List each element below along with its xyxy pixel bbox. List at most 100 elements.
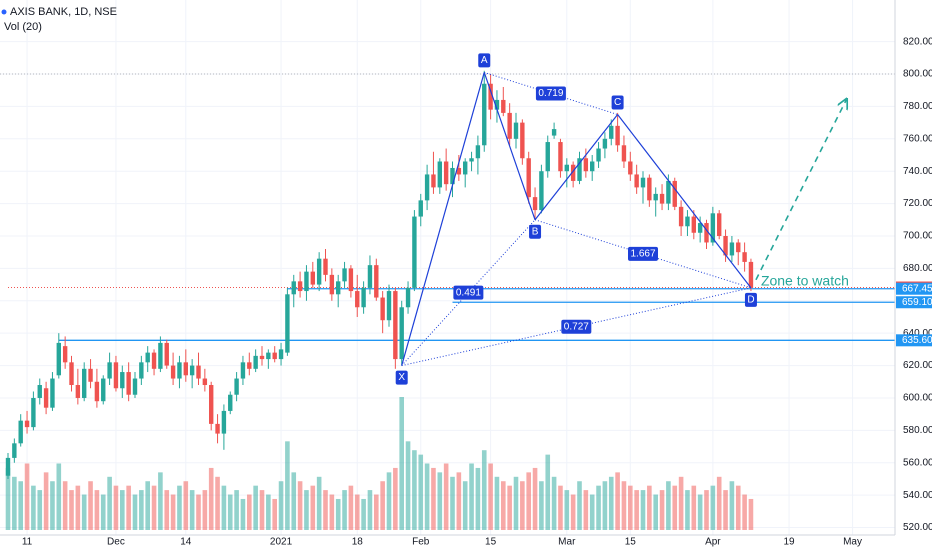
volume-bar [75, 485, 81, 530]
volume-bar [615, 472, 620, 530]
volume-bar [564, 490, 570, 530]
ratio-box [535, 86, 566, 101]
candle-body [437, 161, 442, 188]
volume-bar [202, 490, 208, 530]
volume-bar [145, 481, 150, 530]
volume-bar [335, 498, 341, 530]
candle-body [539, 171, 544, 211]
candle-body [69, 362, 74, 386]
candle-body [386, 291, 392, 321]
level-label: 667.45 [902, 283, 932, 294]
candle-body [513, 122, 519, 139]
candle-body [336, 281, 341, 295]
candle-body [710, 213, 716, 243]
candle-body [113, 362, 119, 389]
point-label: C [614, 97, 621, 108]
ratio-box [628, 246, 658, 261]
ratio-label: 0.719 [538, 88, 563, 99]
volume-bar [520, 481, 525, 530]
candle-body [342, 268, 347, 282]
volume-bar [329, 494, 335, 530]
candle-body [12, 443, 17, 458]
candle-body [748, 261, 754, 288]
candle-body [723, 235, 728, 256]
volume-bar [501, 481, 506, 530]
candle-body [501, 99, 506, 113]
candle-body [126, 372, 131, 395]
volume-bar [259, 490, 265, 530]
volume-bar [247, 494, 252, 530]
volume-bar [5, 467, 11, 530]
volume-bar [570, 494, 576, 530]
candle-body [526, 158, 531, 198]
y-tick-label: 740.00 [903, 166, 932, 177]
candle-body [374, 265, 379, 298]
x-tick-label: 19 [783, 537, 795, 548]
volume-bar [437, 472, 443, 530]
y-tick-label: 520.00 [903, 522, 932, 533]
candle-body [488, 83, 493, 110]
volume-bar [418, 454, 424, 530]
candle-body [158, 342, 163, 369]
candle-body [418, 200, 423, 217]
candle-body [545, 142, 550, 172]
volume-bar [43, 472, 49, 530]
volume-bar [266, 494, 271, 530]
volume-bar [723, 490, 728, 530]
y-tick-label: 620.00 [903, 360, 932, 371]
y-tick-label: 720.00 [903, 198, 932, 209]
volume-bar [69, 490, 74, 530]
volume-bar [374, 494, 379, 530]
candle-body [209, 385, 214, 424]
candle-body [456, 167, 462, 175]
candle-body [228, 394, 233, 411]
candle-body [685, 216, 690, 227]
candle-body [170, 365, 176, 379]
volume-bar [716, 476, 722, 530]
candle-body [139, 362, 144, 379]
candle-body [316, 258, 322, 285]
volume-bar [291, 472, 297, 530]
volume-bar [583, 490, 589, 530]
volume-bar [189, 490, 195, 530]
candle-body [82, 368, 87, 398]
volume-bar [735, 485, 741, 530]
volume-bar [272, 498, 277, 530]
volume-bar [234, 490, 239, 530]
volume-bar [481, 450, 487, 530]
volume-bar [729, 481, 735, 530]
point-label: B [532, 226, 539, 237]
volume-bar [215, 476, 220, 530]
candle-body [145, 352, 150, 363]
volume-bar [380, 481, 385, 530]
candle-body [431, 174, 436, 188]
candle-body [570, 164, 576, 181]
candle-body [628, 161, 633, 175]
x-tick-label: 15 [625, 537, 637, 548]
candle-body [297, 281, 303, 292]
candle-body [729, 242, 735, 256]
volume-bar [278, 481, 284, 530]
symbol-dot [1, 9, 7, 15]
volume-bar [602, 481, 608, 530]
candle-body [132, 378, 138, 395]
y-tick-label: 560.00 [903, 457, 932, 468]
candle-body [18, 420, 23, 444]
candle-body [653, 193, 658, 201]
volume-bar [399, 397, 404, 530]
volume-bar [56, 463, 62, 530]
candle-body [450, 167, 455, 185]
volume-bar [539, 481, 544, 530]
candle-body [50, 378, 55, 408]
point-label: A [481, 55, 488, 66]
volume-bar [361, 498, 366, 530]
volume-bar [621, 481, 627, 530]
point-box [478, 53, 491, 68]
x-tick-label: 2021 [270, 537, 293, 548]
volume-bar [297, 481, 303, 530]
point-box [395, 370, 408, 385]
level-label-box [896, 282, 932, 295]
candle-body [183, 362, 188, 376]
candle-body [736, 242, 741, 253]
candle-body [590, 161, 595, 172]
